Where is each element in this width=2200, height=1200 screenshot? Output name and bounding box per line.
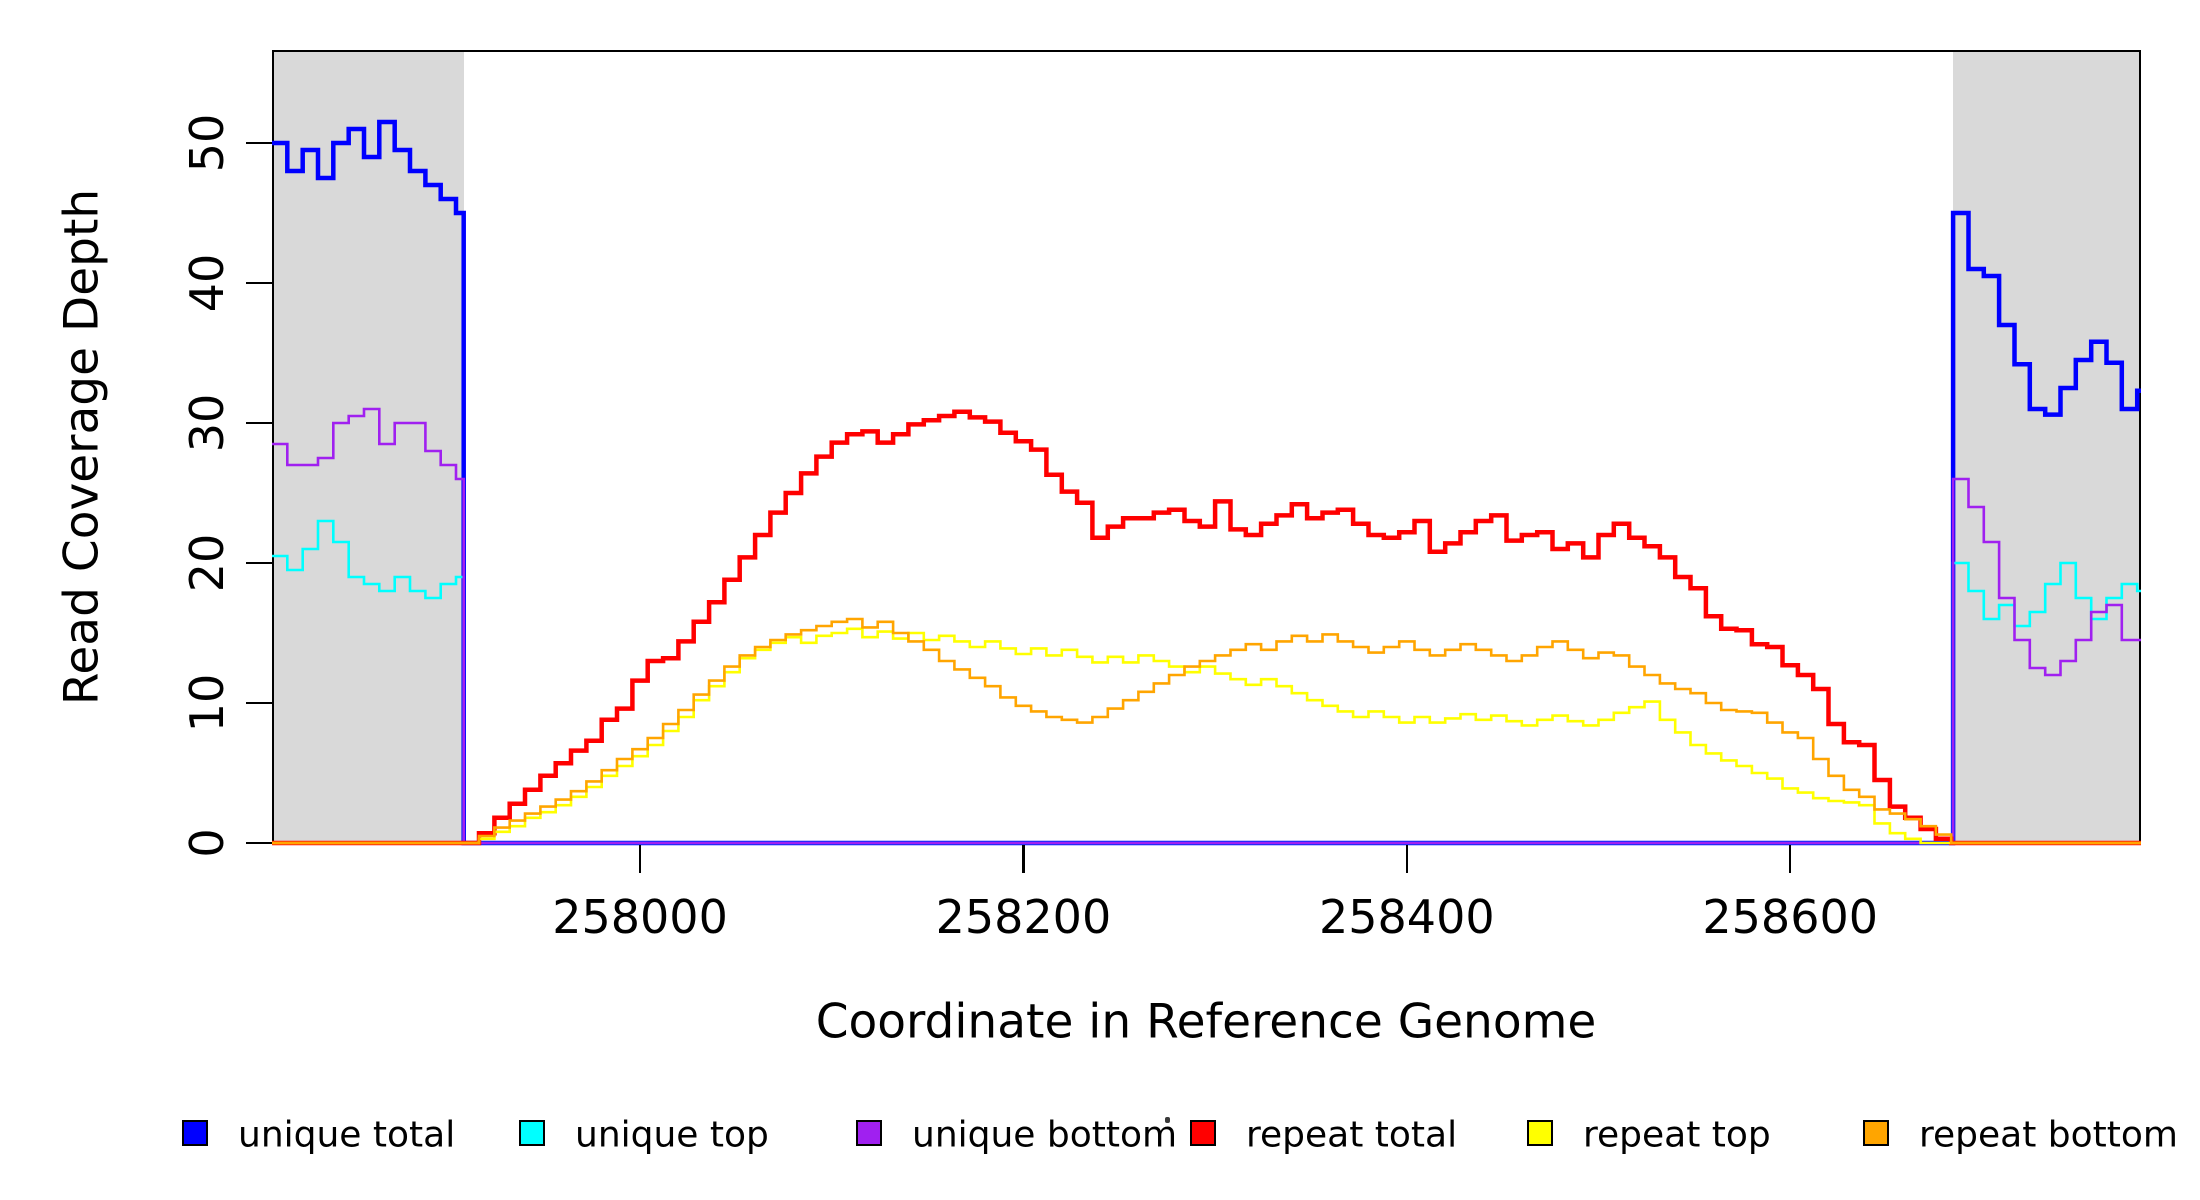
legend-label-unique-total: unique total (238, 1114, 456, 1156)
series-line-repeat-total (272, 409, 2141, 846)
series-line-unique-total (272, 119, 2141, 846)
legend-swatch-unique-total (182, 1120, 208, 1146)
legend-swatch-unique-top (519, 1120, 545, 1146)
legend-swatch-repeat-total (1190, 1120, 1216, 1146)
legend-swatch-unique-bottom (856, 1120, 882, 1146)
y-tick-20 (246, 561, 272, 565)
series-line-repeat-bottom (272, 617, 2141, 845)
x-tick-label-258400: 258400 (1319, 890, 1495, 944)
legend-label-repeat-bottom: repeat bottom (1919, 1114, 2178, 1156)
x-tick-258400 (1405, 845, 1409, 873)
x-tick-label-258000: 258000 (552, 890, 728, 944)
legend-label-repeat-total: repeat total (1246, 1114, 1458, 1156)
x-tick-label-258200: 258200 (935, 890, 1112, 944)
x-axis-title: Coordinate in Reference Genome (815, 994, 1597, 1050)
y-tick-0 (246, 841, 272, 845)
x-tick-label-258600: 258600 (1702, 890, 1879, 944)
y-tick-50 (246, 141, 272, 145)
x-tick-258600 (1788, 845, 1792, 873)
legend-label-repeat-top: repeat top (1583, 1114, 1771, 1156)
right-unique-flank-shade (1953, 50, 2141, 845)
x-tick-258200 (1022, 845, 1025, 873)
y-tick-10 (246, 701, 272, 705)
y-tick-label-40: 40 (180, 253, 234, 313)
y-axis-title: Read Coverage Depth (54, 188, 110, 706)
y-tick-label-10: 10 (180, 673, 234, 733)
x-tick-258000 (638, 845, 642, 873)
y-tick-40 (246, 281, 272, 285)
y-tick-label-20: 20 (180, 533, 234, 593)
legend-swatch-repeat-top (1527, 1120, 1553, 1146)
y-tick-30 (246, 421, 272, 425)
legend-swatch-repeat-bottom (1863, 1120, 1889, 1146)
series-line-unique-top (272, 519, 2141, 845)
left-unique-flank-shade (272, 50, 464, 845)
y-tick-label-50: 50 (180, 113, 234, 173)
stray-dot-mark (1165, 1117, 1170, 1123)
y-tick-label-30: 30 (180, 393, 234, 453)
legend-label-unique-bottom: unique bottom (912, 1114, 1178, 1156)
y-tick-label-0: 0 (180, 828, 234, 858)
legend-label-unique-top: unique top (575, 1114, 769, 1156)
